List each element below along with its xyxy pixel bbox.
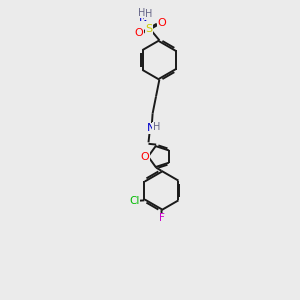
Text: H: H <box>153 122 160 133</box>
Text: N: N <box>139 14 147 23</box>
Text: Cl: Cl <box>129 196 140 206</box>
Text: O: O <box>140 152 149 162</box>
Text: F: F <box>159 213 165 223</box>
Text: H: H <box>138 8 146 18</box>
Text: O: O <box>157 18 166 28</box>
Text: O: O <box>135 28 143 38</box>
Text: N: N <box>147 123 155 134</box>
Text: H: H <box>145 9 152 19</box>
Text: S: S <box>146 24 153 34</box>
